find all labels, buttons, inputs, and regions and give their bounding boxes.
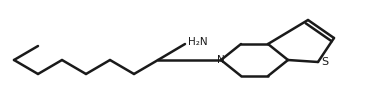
Text: N: N [217, 55, 225, 65]
Text: S: S [321, 57, 328, 67]
Text: H₂N: H₂N [188, 37, 208, 47]
